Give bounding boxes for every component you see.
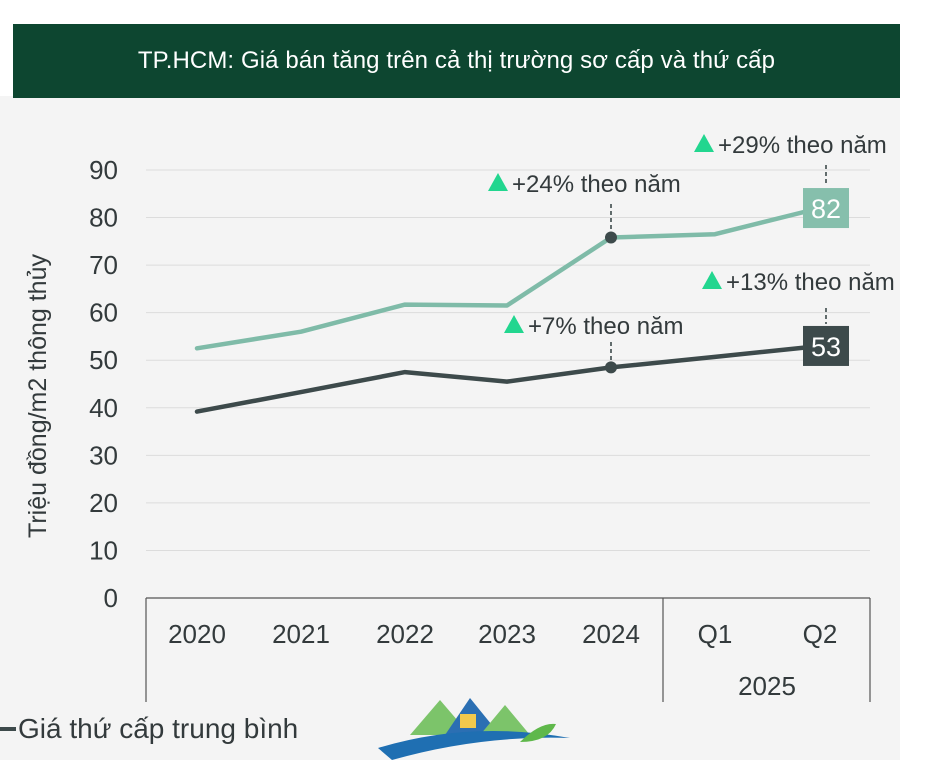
y-tick-label: 50: [89, 345, 118, 375]
end-label-secondary: 53: [811, 332, 841, 362]
up-arrow-icon: [488, 173, 508, 191]
logo-wave: [378, 730, 570, 760]
data-point-marker-primary: [605, 231, 617, 244]
chart-panel: [0, 96, 900, 760]
annotation-label-primary-4: +24% theo năm: [512, 171, 681, 198]
y-tick-label: 20: [89, 488, 118, 518]
series-line-secondary: [194, 343, 823, 414]
y-tick-label: 40: [89, 393, 118, 423]
up-arrow-icon: [702, 271, 722, 289]
end-label-primary: 82: [811, 194, 841, 224]
y-tick-label: 80: [89, 203, 118, 233]
series-line-primary: [194, 205, 823, 351]
chart-title: TP.HCM: Giá bán tăng trên cả thị trường …: [13, 24, 900, 98]
annotation-label-secondary-6: +13% theo năm: [726, 269, 895, 296]
y-tick-label: 30: [89, 440, 118, 470]
up-arrow-icon: [504, 315, 524, 333]
y-tick-label: 0: [104, 583, 118, 613]
logo-icon: [378, 698, 570, 760]
legend-swatch-secondary: [0, 727, 16, 731]
annotation-label-primary-6: +29% theo năm: [718, 132, 887, 159]
end-label-box-primary: [803, 188, 849, 229]
data-point-marker-secondary: [605, 361, 617, 374]
end-label-box-secondary: [803, 325, 849, 366]
logo-window: [460, 714, 476, 728]
x-tick-label: 2024: [582, 619, 640, 649]
x-group-label: 2025: [738, 671, 796, 701]
x-tick-label: 2021: [272, 619, 330, 649]
y-tick-label: 60: [89, 298, 118, 328]
logo-leaf: [520, 723, 556, 742]
legend: Giá thứ cấp trung bình: [0, 712, 298, 746]
up-arrow-icon: [694, 134, 714, 152]
annotation-label-secondary-4: +7% theo năm: [528, 313, 683, 340]
y-tick-label: 10: [89, 535, 118, 565]
x-tick-label: Q2: [803, 619, 838, 649]
logo-roof-right: [480, 705, 530, 735]
y-axis-label: Triệu đồng/m2 thông thủy: [24, 254, 52, 538]
x-tick-label: 2022: [376, 619, 434, 649]
x-tick-label: 2023: [478, 619, 536, 649]
x-tick-label: Q1: [698, 619, 733, 649]
legend-label-secondary: Giá thứ cấp trung bình: [18, 713, 299, 744]
y-tick-label: 90: [89, 155, 118, 185]
x-tick-label: 2020: [168, 619, 226, 649]
y-tick-label: 70: [89, 250, 118, 280]
